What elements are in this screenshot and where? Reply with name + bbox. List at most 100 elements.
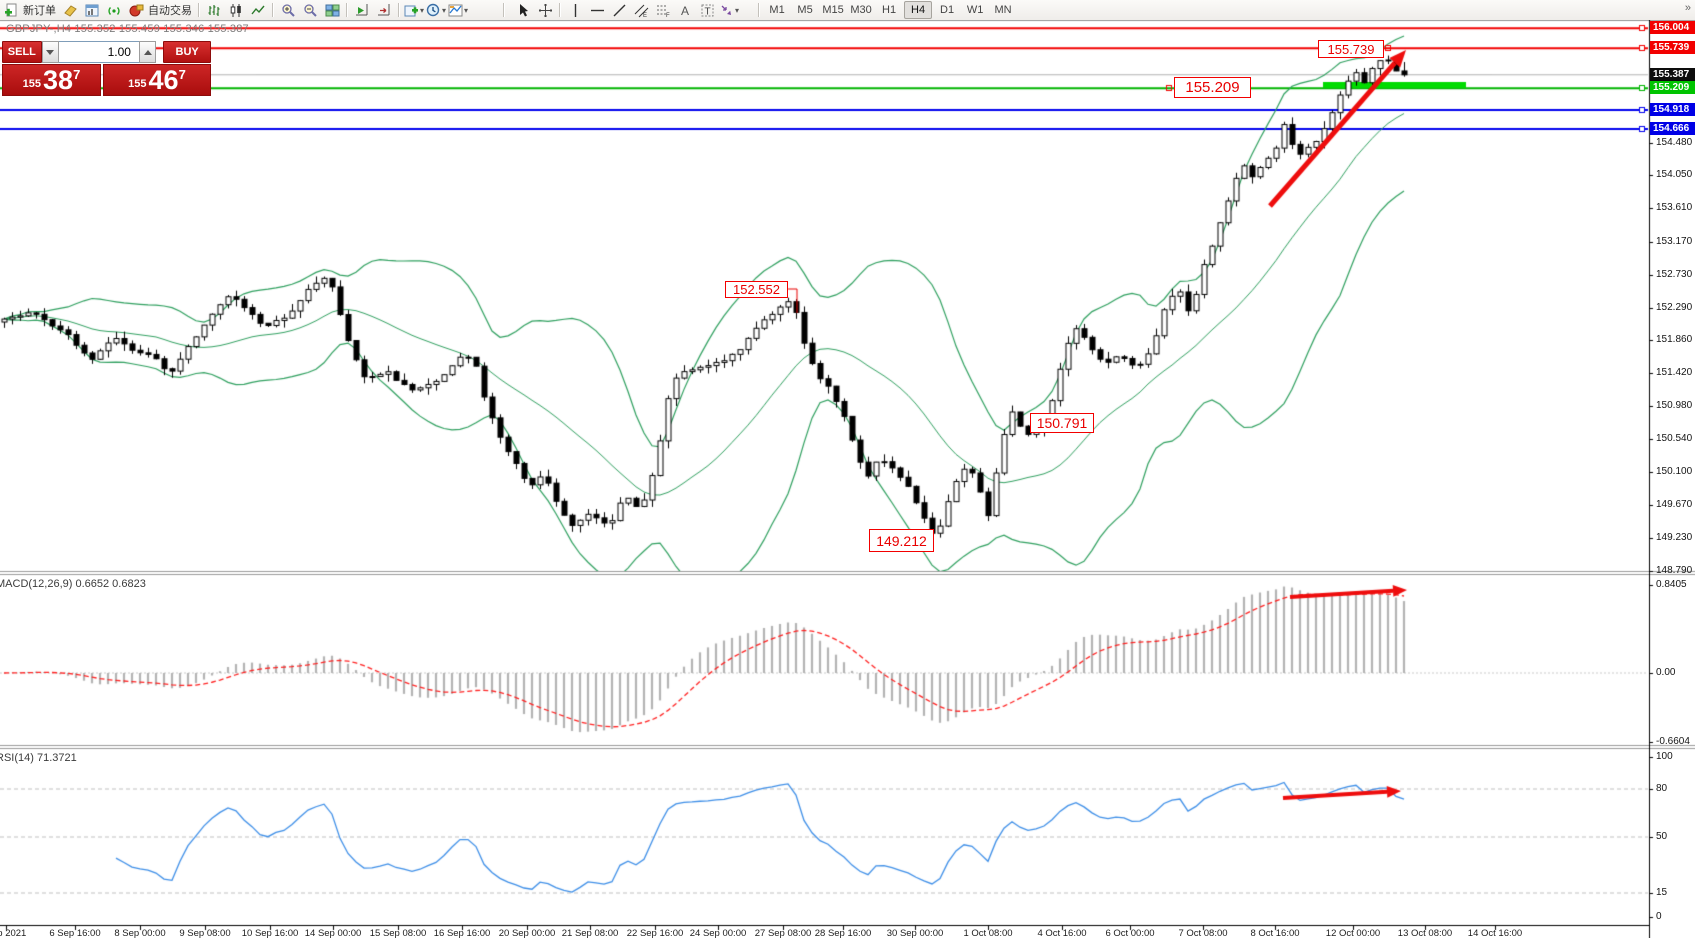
tab-m1[interactable]: M1 — [769, 4, 785, 16]
tile-windows-icon[interactable] — [321, 1, 343, 19]
price-tick-label: 150.540 — [1656, 433, 1693, 445]
tab-h4[interactable]: H4 — [904, 1, 933, 19]
toolbar-overflow-icon[interactable]: » — [1684, 2, 1691, 14]
price-badge-154.666: 154.666 — [1650, 122, 1695, 135]
time-label: 24 Sep 00:00 — [689, 928, 747, 938]
macd-scale-label: 0.8405 — [1656, 579, 1687, 591]
time-label: 22 Sep 16:00 — [626, 928, 684, 938]
auto-trading-button[interactable] — [125, 1, 147, 19]
new-order-button[interactable] — [0, 1, 22, 19]
sell-price-display[interactable]: 155 38 7 — [2, 64, 101, 96]
chart-window-icon[interactable] — [81, 1, 103, 19]
buy-button[interactable]: BUY — [163, 41, 212, 63]
chart-shift-icon[interactable] — [373, 1, 395, 19]
toolbar-separator — [272, 3, 274, 17]
price-tick-label: 150.100 — [1656, 466, 1693, 478]
price-tick-label: 153.170 — [1656, 235, 1693, 247]
time-label: 30 Sep 00:00 — [886, 928, 944, 938]
auto-scroll-icon[interactable] — [351, 1, 373, 19]
tab-d1[interactable]: D1 — [940, 4, 955, 16]
zoom-out-icon[interactable] — [299, 1, 321, 19]
time-label: 4 Oct 16:00 — [1037, 928, 1087, 938]
rsi-scale-label: 100 — [1656, 751, 1673, 762]
text-tool-icon[interactable]: A — [674, 1, 696, 19]
price-tick-label: 152.290 — [1656, 301, 1693, 313]
rsi-scale-label: 50 — [1656, 831, 1668, 842]
time-label: 9 Sep 08:00 — [179, 928, 231, 938]
macd-scale-label: 0.00 — [1656, 667, 1676, 678]
chevron-down-icon[interactable]: ▾ — [420, 5, 425, 15]
chart-surface[interactable] — [0, 20, 1695, 938]
trade-controls-row: SELL BUY — [2, 41, 212, 63]
vertical-line-tool-icon[interactable] — [564, 1, 586, 19]
tab-h1[interactable]: H1 — [882, 4, 897, 16]
signal-icon[interactable] — [103, 1, 125, 19]
time-label: 6 Sep 16:00 — [49, 928, 101, 938]
buy-price-small: 155 — [128, 78, 147, 90]
price-tick-label: 154.050 — [1656, 169, 1693, 181]
tab-m30[interactable]: M30 — [850, 4, 872, 16]
sell-price-sup: 7 — [73, 67, 81, 82]
periods-button[interactable]: ▾ — [425, 1, 447, 19]
sell-button[interactable]: SELL — [2, 41, 42, 63]
volume-decrease-button[interactable] — [41, 41, 59, 63]
tab-m15[interactable]: M15 — [822, 4, 844, 16]
tab-m5[interactable]: M5 — [797, 4, 813, 16]
buy-price-display[interactable]: 155 46 7 — [103, 64, 211, 96]
toolbar-separator — [503, 3, 506, 17]
rsi-scale-label: 80 — [1656, 783, 1668, 794]
time-label: 20 Sep 00:00 — [498, 928, 556, 938]
time-label: 8 Sep 00:00 — [114, 928, 166, 938]
rsi-scale-label: 15 — [1656, 887, 1668, 898]
chevron-down-icon[interactable]: ▾ — [442, 5, 447, 15]
auto-trading-label[interactable]: 自动交易 — [148, 5, 192, 17]
zoom-in-icon[interactable] — [277, 1, 299, 19]
volume-increase-button[interactable] — [138, 41, 157, 63]
crosshair-tool-icon[interactable] — [534, 1, 556, 19]
one-click-trading-panel: SELL BUY 155 38 7 155 46 7 — [2, 41, 212, 96]
chevron-down-icon[interactable]: ▾ — [464, 5, 469, 15]
svg-text:A: A — [681, 4, 689, 18]
time-label: 7 Oct 08:00 — [1178, 928, 1228, 938]
text-label-tool-icon[interactable]: T — [696, 1, 718, 19]
templates-button[interactable]: ▾ — [447, 1, 469, 19]
price-badge-154.918: 154.918 — [1650, 103, 1695, 117]
trendline-tool-icon[interactable] — [608, 1, 630, 19]
new-order-icon — [4, 3, 16, 16]
add-indicator-button[interactable]: ▾ — [403, 1, 425, 19]
sell-price-small: 155 — [22, 78, 42, 90]
time-label: 16 Sep 16:00 — [433, 928, 491, 938]
fibonacci-tool-icon[interactable]: F — [652, 1, 674, 19]
line-chart-icon[interactable] — [247, 1, 269, 19]
cursor-tool-icon[interactable] — [512, 1, 534, 19]
toolbar: 新订单 自动交易 — [0, 0, 1695, 21]
time-label: 14 Oct 16:00 — [1467, 928, 1523, 938]
trade-prices-row: 155 38 7 155 46 7 — [2, 64, 211, 96]
toolbar-separator — [758, 3, 761, 17]
horizontal-line-tool-icon[interactable] — [586, 1, 608, 19]
time-label: 15 Sep 08:00 — [369, 928, 427, 938]
price-badge-155.739: 155.739 — [1650, 41, 1695, 55]
tab-w1[interactable]: W1 — [966, 4, 984, 16]
arrows-tool-icon[interactable]: ▾ — [718, 1, 740, 19]
new-order-label[interactable]: 新订单 — [23, 5, 56, 17]
macd-scale-label: -0.6604 — [1656, 736, 1690, 748]
toolbar-separator — [346, 3, 348, 17]
price-badge-155.387: 155.387 — [1650, 67, 1695, 81]
candlestick-chart-icon[interactable] — [225, 1, 247, 19]
time-label: 13 Oct 08:00 — [1397, 928, 1453, 938]
eraser-icon[interactable] — [59, 1, 81, 19]
time-axis[interactable]: Sep 2021 6 Sep 16:00 8 Sep 00:00 9 Sep 08:0… — [0, 926, 1649, 938]
price-tick-label: 151.860 — [1656, 334, 1693, 346]
volume-input[interactable] — [58, 41, 139, 63]
time-label: Sep 2021 — [0, 928, 27, 938]
svg-text:E: E — [643, 13, 647, 18]
bar-chart-icon[interactable] — [203, 1, 225, 19]
tab-mn[interactable]: MN — [994, 4, 1012, 16]
equidistant-channel-tool-icon[interactable]: E — [630, 1, 652, 19]
price-scale[interactable]: 154.480 154.050 153.610 153.170 152.730 152.2… — [1650, 20, 1695, 926]
time-label: 8 Oct 16:00 — [1250, 928, 1300, 938]
buy-price-sup: 7 — [178, 67, 186, 82]
chevron-down-icon[interactable]: ▾ — [735, 5, 740, 15]
price-tick-label: 150.980 — [1656, 400, 1693, 412]
